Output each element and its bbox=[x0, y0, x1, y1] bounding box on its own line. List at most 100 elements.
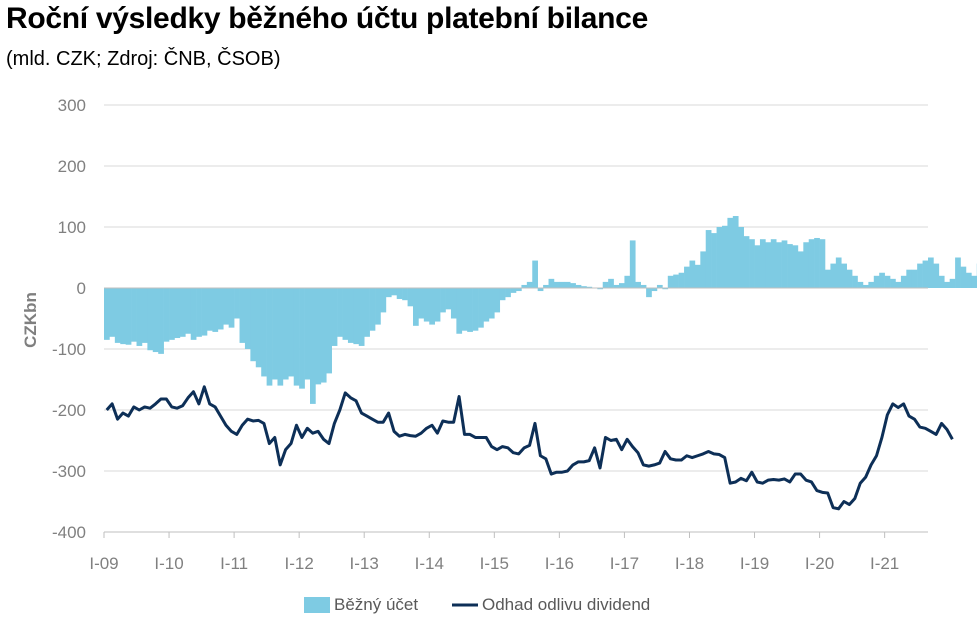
bar bbox=[163, 288, 170, 342]
bar bbox=[917, 263, 923, 288]
bar bbox=[255, 288, 262, 368]
bar bbox=[445, 288, 452, 310]
bar bbox=[331, 288, 338, 346]
bar bbox=[787, 244, 793, 288]
bar bbox=[169, 288, 175, 340]
bar bbox=[407, 288, 414, 307]
bar bbox=[564, 281, 571, 288]
x-tick-label: I-16 bbox=[545, 554, 574, 573]
x-tick-label: I-21 bbox=[870, 554, 899, 573]
bar bbox=[434, 288, 441, 322]
bar bbox=[440, 288, 446, 313]
bar bbox=[754, 245, 761, 288]
bar bbox=[727, 217, 734, 288]
bar bbox=[174, 288, 181, 339]
bar bbox=[516, 288, 522, 292]
bar bbox=[597, 288, 604, 290]
bar bbox=[499, 288, 506, 301]
bar bbox=[662, 288, 669, 290]
bar bbox=[835, 257, 842, 288]
bar bbox=[217, 288, 224, 330]
bar bbox=[282, 288, 289, 380]
bar bbox=[689, 260, 696, 288]
bar bbox=[358, 288, 365, 346]
legend-line-label: Odhad odlivu dividend bbox=[482, 595, 650, 614]
bar bbox=[684, 266, 690, 288]
bar bbox=[293, 288, 300, 386]
bar bbox=[776, 242, 782, 288]
bar bbox=[521, 284, 528, 288]
bar bbox=[228, 288, 235, 328]
bar bbox=[944, 281, 950, 288]
bar bbox=[819, 239, 826, 288]
bar bbox=[613, 284, 620, 288]
x-axis-tick-labels: I-09 I-10 I-11 I-12 I-13 I-14 I-15 I-16 I-17 I-18… bbox=[89, 554, 899, 573]
bar bbox=[770, 239, 777, 288]
bar bbox=[450, 288, 457, 319]
bar bbox=[792, 245, 799, 288]
bar bbox=[949, 278, 956, 288]
y-tick-label: -400 bbox=[52, 523, 86, 542]
bar bbox=[152, 288, 159, 353]
bar bbox=[423, 288, 430, 322]
bar bbox=[125, 288, 132, 345]
bars-current-account bbox=[104, 216, 977, 404]
bar bbox=[797, 251, 804, 288]
bar bbox=[852, 275, 858, 288]
x-tick-label: I-18 bbox=[675, 554, 704, 573]
chart-title: Roční výsledky běžného účtu platební bil… bbox=[6, 2, 648, 35]
bar bbox=[656, 284, 663, 288]
bar bbox=[456, 288, 463, 334]
bar bbox=[548, 278, 555, 288]
bar bbox=[890, 278, 896, 288]
y-axis-tick-labels: 300 200 100 0 -100 -200 -300 -400 bbox=[52, 96, 86, 542]
bar bbox=[494, 288, 501, 313]
bar bbox=[716, 227, 723, 288]
bar bbox=[532, 260, 538, 288]
bar bbox=[380, 288, 387, 313]
bar bbox=[862, 284, 869, 288]
x-tick-label: I-12 bbox=[285, 554, 314, 573]
bar bbox=[765, 242, 772, 288]
bar bbox=[114, 288, 121, 343]
y-tick-label: 0 bbox=[77, 279, 86, 298]
x-tick-label: I-15 bbox=[480, 554, 509, 573]
bar bbox=[955, 257, 961, 288]
bar bbox=[602, 281, 609, 288]
y-tick-label: 100 bbox=[58, 218, 86, 237]
bar bbox=[207, 288, 213, 331]
bar bbox=[846, 269, 853, 288]
bar bbox=[347, 288, 354, 343]
bar bbox=[299, 288, 305, 389]
bar bbox=[244, 288, 251, 349]
bar bbox=[120, 288, 126, 345]
x-tick-label: I-20 bbox=[805, 554, 834, 573]
bar bbox=[911, 269, 918, 288]
bar bbox=[131, 288, 137, 342]
bar bbox=[429, 288, 435, 325]
bar bbox=[385, 288, 392, 298]
bar bbox=[467, 288, 473, 332]
x-tick-label: I-10 bbox=[154, 554, 183, 573]
bar bbox=[808, 239, 815, 288]
y-tick-label: 300 bbox=[58, 96, 86, 115]
bar bbox=[526, 281, 533, 288]
y-tick-label: -100 bbox=[52, 340, 86, 359]
bar bbox=[732, 216, 739, 288]
bar bbox=[738, 227, 744, 288]
bar bbox=[185, 288, 192, 334]
x-tick-label: I-13 bbox=[350, 554, 379, 573]
bar bbox=[250, 288, 257, 362]
bar bbox=[369, 288, 376, 331]
bar bbox=[922, 260, 929, 288]
x-axis-ticks bbox=[103, 531, 928, 538]
bar bbox=[488, 288, 495, 319]
bar bbox=[906, 269, 913, 288]
bar bbox=[320, 288, 327, 383]
bar bbox=[884, 275, 891, 288]
bar bbox=[749, 239, 755, 288]
bar bbox=[261, 288, 267, 377]
legend: Běžný účet Odhad odlivu dividend bbox=[304, 595, 650, 614]
bar bbox=[277, 288, 284, 386]
